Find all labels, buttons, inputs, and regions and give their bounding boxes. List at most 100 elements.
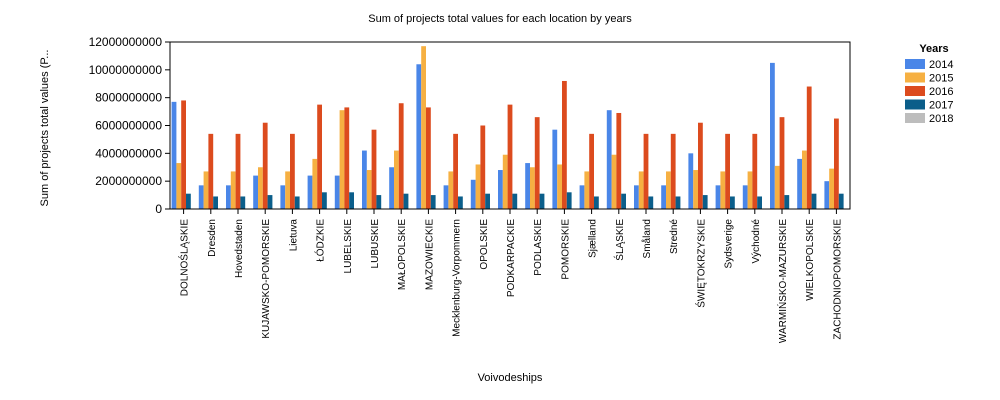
bar-2014 xyxy=(824,181,830,209)
bar-2017 xyxy=(458,196,463,209)
legend-swatch-2018 xyxy=(905,113,925,123)
legend-swatch-2017 xyxy=(905,99,925,110)
bar-2017 xyxy=(539,193,545,209)
bar-2015 xyxy=(720,171,726,209)
x-tick-label: Mecklenburg-Vorpommern xyxy=(452,219,463,337)
bar-2017 xyxy=(621,193,626,209)
bar-2017 xyxy=(784,195,790,209)
y-tick-label: 10000000000 xyxy=(89,63,163,77)
x-tick-label: Sydsverige xyxy=(724,219,735,269)
y-axis-ticks: 0 2000000000 4000000000 6000000000 800000000… xyxy=(89,35,170,216)
x-tick-label: MAŁOPOLSKIE xyxy=(397,219,408,290)
y-axis-label: Sum of projects total values (P... xyxy=(39,50,51,207)
bar-2015 xyxy=(394,150,399,209)
bar-2016 xyxy=(534,117,540,209)
x-tick-label: ŚWIĘTOKRZYSKIE xyxy=(694,219,707,308)
bar-2015 xyxy=(584,171,590,209)
bar-2014 xyxy=(606,110,612,209)
bar-2014 xyxy=(307,175,313,209)
bar-2015 xyxy=(829,168,834,209)
bar-2015 xyxy=(176,163,182,209)
bar-2014 xyxy=(797,158,802,209)
bar-2017 xyxy=(294,196,300,209)
bar-2014 xyxy=(389,167,394,209)
y-tick-label: 2000000000 xyxy=(95,174,162,188)
legend-swatch-2014 xyxy=(905,59,925,69)
bar-2017 xyxy=(648,196,654,209)
x-tick-label: Sjælland xyxy=(588,219,599,258)
bar-2014 xyxy=(579,185,585,209)
x-tick-label: Hovedstaden xyxy=(234,219,245,278)
x-tick-label: Lietuva xyxy=(288,219,299,252)
x-tick-label: ZACHODNIOPOMORSKIE xyxy=(832,219,843,340)
bar-2017 xyxy=(838,193,844,209)
x-tick-label: Dresden xyxy=(207,219,218,257)
bar-2014 xyxy=(171,101,177,209)
bar-2016 xyxy=(562,80,567,209)
x-tick-label: OPOLSKIE xyxy=(479,219,490,270)
bar-2016 xyxy=(290,133,295,209)
bar-2015 xyxy=(258,167,263,209)
bar-2016 xyxy=(698,122,703,209)
bar-2017 xyxy=(430,195,436,209)
legend-label-2016: 2016 xyxy=(929,86,953,98)
bar-2017 xyxy=(322,192,327,209)
bar-2014 xyxy=(498,170,503,209)
bar-2017 xyxy=(267,195,273,209)
bar-2015 xyxy=(339,110,345,209)
y-tick-label: 6000000000 xyxy=(95,119,162,133)
bar-2017 xyxy=(376,195,382,209)
bar-2016 xyxy=(262,122,268,209)
bar-2014 xyxy=(688,153,694,209)
x-tick-label: WIELKOPOLSKIE xyxy=(805,219,816,301)
bar-2014 xyxy=(715,185,721,209)
bar-2014 xyxy=(198,185,204,209)
bar-2015 xyxy=(693,170,698,209)
bar-2016 xyxy=(779,117,785,209)
bar-2016 xyxy=(507,104,513,210)
legend-label-2017: 2017 xyxy=(929,100,953,112)
bar-2016 xyxy=(643,133,649,209)
legend-swatch-2015 xyxy=(905,72,925,83)
bar-2015 xyxy=(666,171,671,209)
bar-2014 xyxy=(334,175,340,209)
bar-2015 xyxy=(530,167,535,209)
bar-2015 xyxy=(312,158,318,209)
bar-2016 xyxy=(725,133,730,209)
bars xyxy=(171,46,844,210)
bar-2017 xyxy=(349,192,354,209)
bar-2016 xyxy=(670,133,676,209)
x-tick-label: MAZOWIECKIE xyxy=(424,219,435,290)
legend-label-2018: 2018 xyxy=(929,113,953,125)
bar-2017 xyxy=(811,193,817,209)
plot-frame xyxy=(169,41,851,210)
bar-2015 xyxy=(285,171,290,209)
y-tick-label: 0 xyxy=(155,202,162,216)
x-tick-label: Stredné xyxy=(669,219,680,254)
bar-2016 xyxy=(480,125,486,209)
bar-2016 xyxy=(181,100,186,209)
bar-2016 xyxy=(806,86,812,209)
y-tick-label: 4000000000 xyxy=(95,146,162,160)
bar-2014 xyxy=(416,64,422,210)
bar-2017 xyxy=(186,193,191,209)
y-tick-label: 12000000000 xyxy=(89,35,163,49)
bar-2014 xyxy=(552,129,558,209)
bar-2016 xyxy=(616,112,622,209)
bar-2015 xyxy=(774,165,780,209)
bar-2017 xyxy=(702,195,708,209)
legend-title: Years xyxy=(919,43,948,55)
bar-2017 xyxy=(757,196,762,209)
chart-title: Sum of projects total values for each lo… xyxy=(368,13,632,25)
bar-2015 xyxy=(557,164,562,209)
bar-2016 xyxy=(398,103,404,209)
bar-2014 xyxy=(226,185,231,209)
bar-2015 xyxy=(638,171,644,209)
bar-2016 xyxy=(752,133,758,209)
bar-2015 xyxy=(802,150,807,209)
y-tick-label: 8000000000 xyxy=(95,91,162,105)
bar-2016 xyxy=(453,133,458,209)
bar-2015 xyxy=(230,171,236,209)
